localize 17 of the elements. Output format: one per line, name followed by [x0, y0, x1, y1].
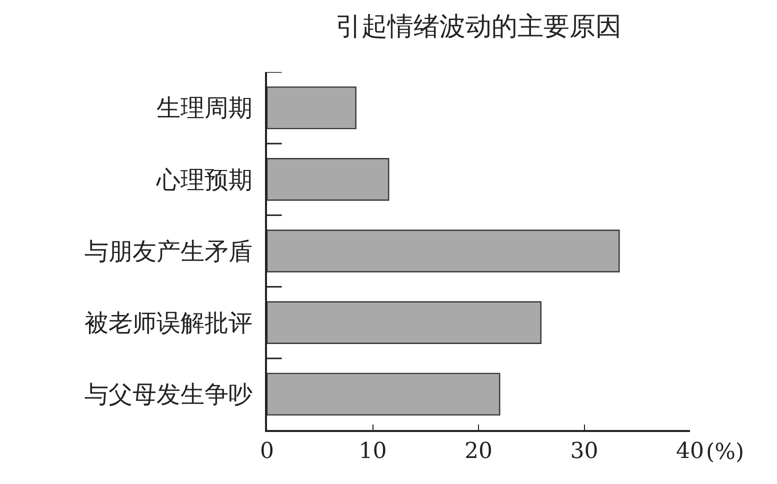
bar	[267, 86, 356, 130]
y-tick-label: 心理预期	[155, 166, 252, 194]
y-tick-label: 生理周期	[156, 94, 252, 122]
bar	[267, 158, 390, 201]
chart-title: 引起情绪波动的主要原因	[336, 12, 622, 42]
x-tick-label: 40	[676, 439, 704, 464]
y-tick-label: 与父母发生争吵	[84, 380, 252, 409]
bar	[267, 301, 542, 344]
bar	[267, 372, 500, 416]
x-tick-label: 0	[260, 439, 274, 464]
x-tick-label: 10	[358, 439, 387, 464]
x-axis-title: (%)	[706, 440, 744, 465]
y-tick-label: 与朋友产生矛盾	[84, 237, 252, 266]
x-tick-label: 20	[464, 439, 492, 464]
y-tick-label: 被老师误解批评	[84, 309, 252, 337]
x-tick-label: 30	[570, 439, 598, 464]
bar	[267, 230, 620, 272]
